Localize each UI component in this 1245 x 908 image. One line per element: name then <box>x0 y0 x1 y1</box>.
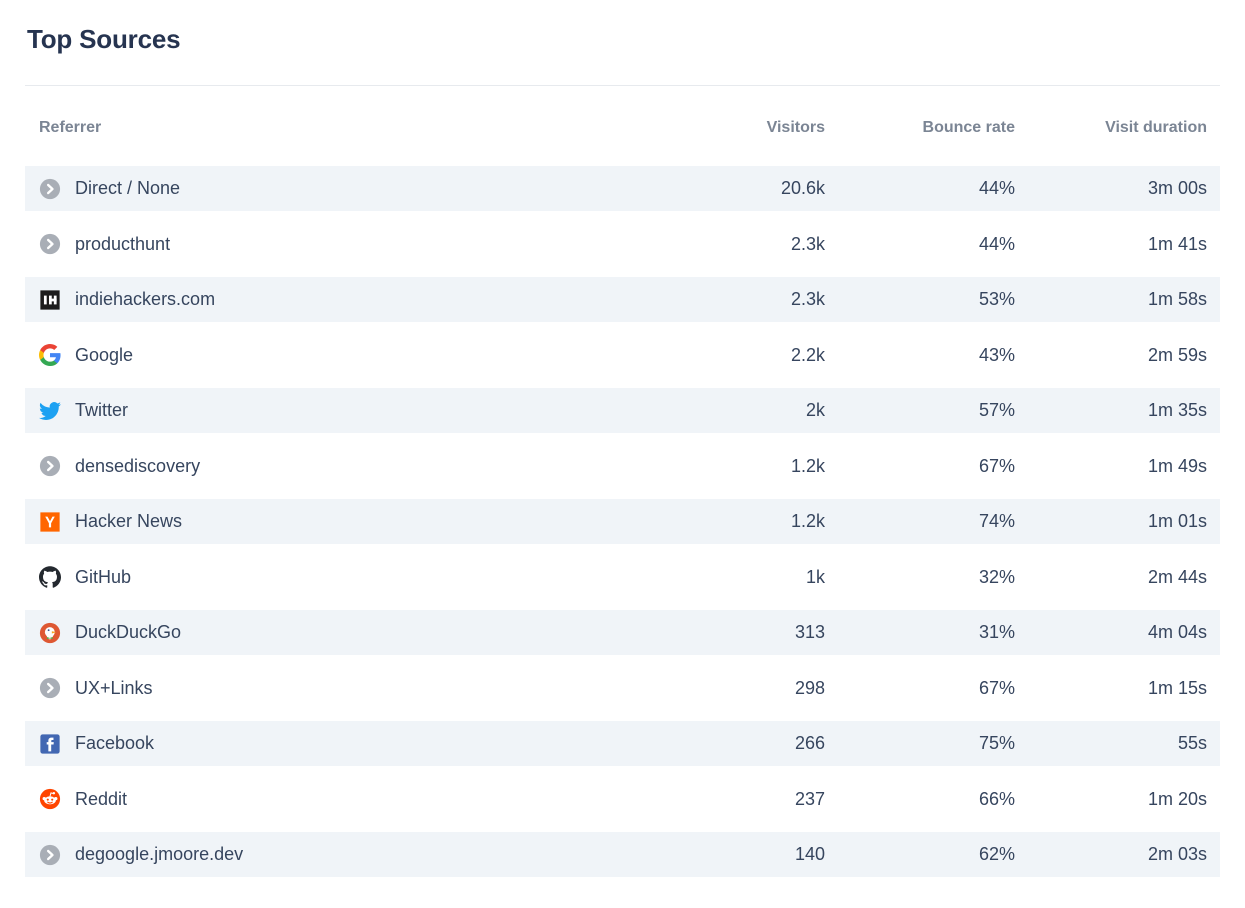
referrer-link[interactable]: degoogle.jmoore.dev <box>75 844 244 864</box>
visitors-value: 1.2k <box>790 511 825 531</box>
reddit-icon <box>39 788 61 810</box>
visit-duration-value: 3m 00s <box>1147 178 1207 198</box>
visit-duration-value: 4m 04s <box>1147 622 1207 642</box>
table-header: Referrer Visitors Bounce rate Visit dura… <box>25 116 1220 140</box>
table-row[interactable]: Facebook 266 75% 55s <box>25 721 1220 766</box>
table-row[interactable]: indiehackers.com 2.3k 53% 1m 58s <box>25 277 1220 322</box>
table-row[interactable]: Direct / None 20.6k 44% 3m 00s <box>25 166 1220 211</box>
indiehackers-icon <box>39 289 61 311</box>
visit-duration-value: 1m 41s <box>1147 233 1207 254</box>
visitors-value: 2.3k <box>790 233 825 254</box>
bounce-rate-value: 53% <box>978 289 1015 309</box>
page-title: Top Sources <box>27 24 181 54</box>
table-row[interactable]: DuckDuckGo 313 31% 4m 04s <box>25 610 1220 655</box>
visitors-value: 313 <box>794 622 825 642</box>
visit-duration-value: 1m 35s <box>1147 400 1207 420</box>
chevron-circle-icon <box>39 178 61 200</box>
bounce-rate-value: 62% <box>978 844 1015 864</box>
google-icon <box>39 344 61 366</box>
bounce-rate-value: 67% <box>978 455 1015 476</box>
visit-duration-value: 2m 03s <box>1147 844 1207 864</box>
referrer-link[interactable]: Reddit <box>75 788 128 809</box>
referrer-link[interactable]: indiehackers.com <box>75 289 216 309</box>
github-icon <box>39 566 61 588</box>
table-row[interactable]: Google 2.2k 43% 2m 59s <box>25 333 1220 378</box>
chevron-circle-icon <box>39 233 61 255</box>
visit-duration-value: 1m 58s <box>1147 289 1207 309</box>
referrer-link[interactable]: Direct / None <box>75 178 181 198</box>
visitors-value: 2.2k <box>790 344 825 365</box>
bounce-rate-value: 43% <box>978 344 1015 365</box>
referrer-link[interactable]: densediscovery <box>75 455 201 476</box>
chevron-circle-icon <box>39 455 61 477</box>
column-header-visitors: Visitors <box>766 119 825 136</box>
bounce-rate-value: 67% <box>978 677 1015 698</box>
visitors-value: 140 <box>794 844 825 864</box>
visitors-value: 237 <box>794 788 825 809</box>
referrer-link[interactable]: GitHub <box>75 566 132 587</box>
visit-duration-value: 2m 59s <box>1147 344 1207 365</box>
table-row[interactable]: UX+Links 298 67% 1m 15s <box>25 666 1220 711</box>
visit-duration-value: 2m 44s <box>1147 566 1207 587</box>
visitors-value: 2k <box>805 400 825 420</box>
chevron-circle-icon <box>39 844 61 866</box>
bounce-rate-value: 32% <box>978 566 1015 587</box>
bounce-rate-value: 74% <box>978 511 1015 531</box>
facebook-icon <box>39 733 61 755</box>
visitors-value: 298 <box>794 677 825 698</box>
visitors-value: 20.6k <box>780 178 825 198</box>
chevron-circle-icon <box>39 677 61 699</box>
visit-duration-value: 1m 15s <box>1147 677 1207 698</box>
divider <box>25 85 1220 86</box>
column-header-visit-duration: Visit duration <box>1105 119 1207 136</box>
referrer-link[interactable]: Facebook <box>75 733 155 753</box>
table-row[interactable]: Hacker News 1.2k 74% 1m 01s <box>25 499 1220 544</box>
referrer-link[interactable]: Twitter <box>75 400 129 420</box>
table-row[interactable]: Twitter 2k 57% 1m 35s <box>25 388 1220 433</box>
bounce-rate-value: 44% <box>978 178 1015 198</box>
column-header-referrer: Referrer <box>39 119 102 136</box>
visitors-value: 266 <box>794 733 825 753</box>
table-body: Direct / None 20.6k 44% 3m 00s producthu… <box>25 166 1220 877</box>
duckduckgo-icon <box>39 622 61 644</box>
visitors-value: 1.2k <box>790 455 825 476</box>
referrer-link[interactable]: DuckDuckGo <box>75 622 182 642</box>
table-row[interactable]: producthunt 2.3k 44% 1m 41s <box>25 222 1220 267</box>
referrer-link[interactable]: Hacker News <box>75 511 183 531</box>
table-row[interactable]: densediscovery 1.2k 67% 1m 49s <box>25 444 1220 489</box>
bounce-rate-value: 75% <box>978 733 1015 753</box>
table-row[interactable]: GitHub 1k 32% 2m 44s <box>25 555 1220 600</box>
bounce-rate-value: 44% <box>978 233 1015 254</box>
referrer-link[interactable]: Google <box>75 344 134 365</box>
referrer-link[interactable]: producthunt <box>75 233 171 254</box>
visit-duration-value: 1m 49s <box>1147 455 1207 476</box>
bounce-rate-value: 57% <box>978 400 1015 420</box>
hacker-news-icon <box>39 511 61 533</box>
top-sources-card: Top Sources Referrer Visitors Bounce rat… <box>0 24 1245 877</box>
bounce-rate-value: 31% <box>978 622 1015 642</box>
visitors-value: 2.3k <box>790 289 825 309</box>
visit-duration-value: 55s <box>1177 733 1207 753</box>
table-row[interactable]: Reddit 237 66% 1m 20s <box>25 777 1220 822</box>
visit-duration-value: 1m 01s <box>1147 511 1207 531</box>
column-header-bounce-rate: Bounce rate <box>922 119 1015 136</box>
bounce-rate-value: 66% <box>978 788 1015 809</box>
twitter-icon <box>39 400 61 422</box>
referrer-link[interactable]: UX+Links <box>75 677 153 698</box>
table-row[interactable]: degoogle.jmoore.dev 140 62% 2m 03s <box>25 832 1220 877</box>
visitors-value: 1k <box>805 566 825 587</box>
visit-duration-value: 1m 20s <box>1147 788 1207 809</box>
